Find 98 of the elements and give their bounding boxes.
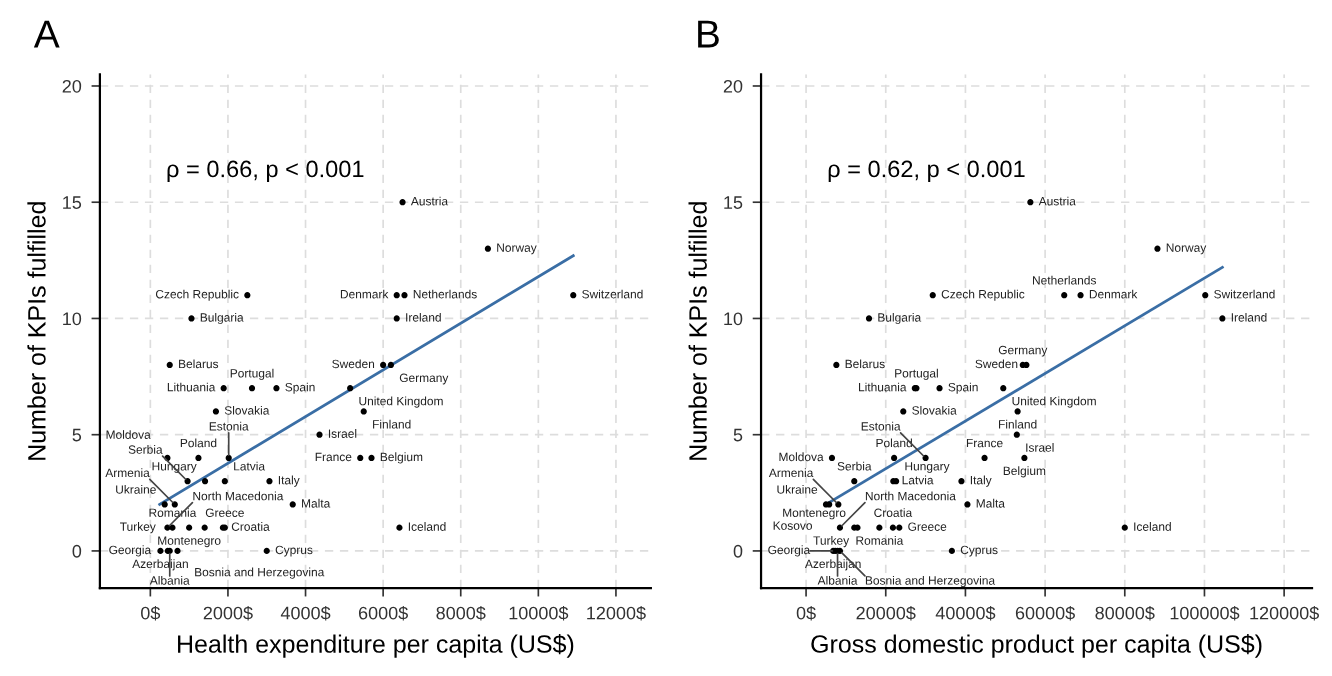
point: [368, 454, 375, 462]
point: [273, 385, 280, 392]
point: [900, 408, 907, 415]
point: [1202, 292, 1209, 299]
y-tick-label: 0: [72, 544, 82, 558]
point: [169, 524, 176, 531]
x-tick-label: 80000$: [1095, 605, 1155, 621]
point: [399, 199, 406, 206]
y-axis-title: Number of KPIs fulfilled: [27, 202, 46, 460]
y-tick-label: 10: [724, 312, 743, 326]
point: [174, 547, 181, 555]
chart-title: A: [33, 20, 60, 48]
point: [484, 245, 492, 252]
y-tick-label: 5: [733, 428, 743, 442]
point: [1021, 454, 1028, 462]
point: [936, 385, 943, 392]
point: [396, 524, 403, 531]
point: [891, 454, 898, 462]
point: [1000, 385, 1007, 392]
point: [570, 292, 577, 299]
x-axis-title: Health expenditure per capita (US$): [178, 634, 574, 658]
point: [387, 361, 395, 369]
x-tick-label: 12000$: [587, 605, 646, 621]
point: [157, 547, 164, 555]
point: [1077, 292, 1084, 299]
x-tick-label: 8000$: [436, 605, 486, 621]
point: [1013, 431, 1020, 438]
y-tick-label: 15: [63, 196, 82, 209]
point: [1014, 408, 1021, 415]
y-tick-label: 20: [62, 79, 82, 93]
point: [948, 547, 955, 555]
y-tick-label: 20: [723, 79, 743, 93]
y-axis-title: Number of KPIs fulfilled: [688, 202, 707, 460]
x-tick-label: 2000$: [203, 605, 253, 621]
x-tick-label: 6000$: [358, 605, 408, 621]
point: [289, 501, 296, 508]
point: [393, 315, 400, 322]
point: [212, 408, 220, 415]
point: [184, 478, 191, 485]
point: [316, 431, 323, 438]
y-tick-label: 5: [72, 428, 82, 442]
point: [225, 454, 232, 462]
point: [171, 501, 178, 508]
point: [1027, 199, 1034, 206]
y-tick-label: 15: [724, 196, 743, 209]
annotation: ρ = 0.62, p < 0.001: [828, 160, 1025, 183]
point: [220, 385, 227, 392]
point: [1061, 292, 1068, 299]
point: [201, 478, 209, 485]
point: [1219, 315, 1226, 322]
x-tick-label: 20000$: [856, 605, 916, 621]
point: [836, 524, 844, 531]
point: [929, 292, 936, 299]
point: [360, 408, 367, 415]
point: [896, 524, 903, 531]
point: [221, 478, 228, 485]
chart-title: B: [698, 20, 719, 48]
annotation: ρ = 0.66, p < 0.001: [167, 160, 364, 183]
point: [161, 501, 168, 508]
point: [263, 547, 270, 555]
point: [828, 454, 836, 462]
point: [248, 385, 256, 392]
x-tick-label: 100000$: [1170, 605, 1240, 621]
y-tick-label: 0: [733, 544, 743, 558]
point: [876, 524, 883, 531]
x-tick-label: 0$: [141, 605, 161, 621]
x-axis-title: Gross domestic product per capita (US$): [811, 634, 1262, 658]
point: [380, 361, 387, 369]
point: [166, 361, 173, 369]
point: [981, 454, 988, 462]
y-tick-label: 10: [63, 312, 82, 326]
point: [851, 478, 858, 485]
point: [244, 292, 251, 299]
point: [266, 478, 273, 485]
point: [958, 478, 965, 485]
point: [964, 501, 971, 508]
x-tick-label: 4000$: [280, 605, 331, 621]
point: [401, 292, 408, 299]
x-tick-label: 10000$: [509, 605, 569, 621]
point: [188, 315, 195, 322]
x-tick-label: 40000$: [935, 605, 996, 621]
x-tick-label: 60000$: [1015, 605, 1075, 621]
point: [164, 524, 171, 531]
point: [865, 315, 873, 322]
point: [195, 454, 202, 462]
point: [347, 385, 354, 392]
point: [393, 292, 400, 299]
point: [835, 501, 842, 508]
point: [186, 524, 193, 531]
point: [1121, 524, 1128, 531]
x-tick-label: 120000$: [1250, 605, 1319, 621]
x-tick-label: 0$: [796, 605, 816, 621]
point: [889, 524, 897, 531]
point: [922, 454, 929, 462]
point: [1154, 245, 1161, 252]
point: [833, 361, 840, 369]
point: [357, 454, 364, 462]
point: [201, 524, 208, 531]
